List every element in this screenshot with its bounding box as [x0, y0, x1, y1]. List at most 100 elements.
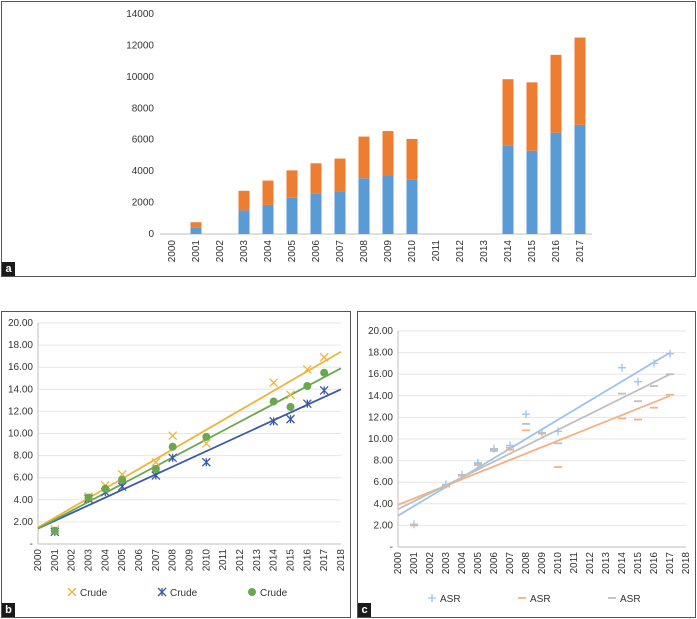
bar-m-2008 — [358, 178, 370, 234]
x-tick-label: 2016 — [551, 240, 562, 263]
data-point-series-1 — [522, 410, 530, 419]
x-tick-label: 2014 — [503, 240, 514, 263]
stacked-bar-chart: 0 2000 4000 6000 8000 10000 12000 14000 2000 2001… — [126, 9, 592, 263]
bar-m-2014 — [502, 145, 514, 234]
bar-f-2017 — [574, 37, 586, 125]
x-tick-label: 2018 — [681, 552, 692, 575]
y-tick-label: 6.00 — [14, 473, 34, 484]
legend-label-3: Crude — [260, 588, 288, 599]
panel-c-asr-chart: - 2.00 4.00 6.00 8.00 10.00 12.00 14.00 16.00 18.… — [357, 311, 696, 618]
y-tick-label: 4.00 — [374, 499, 394, 510]
x-tick-label: 2002 — [425, 552, 436, 575]
x-tick-label: 2001 — [50, 549, 61, 572]
bar-f-2008 — [358, 136, 370, 179]
data-point-series-2 — [319, 385, 329, 395]
x-tick-label: 2017 — [575, 240, 586, 263]
panel-a-label: a — [2, 262, 15, 276]
x-tick-label: 2001 — [191, 240, 202, 263]
x-tick-label: 2012 — [235, 549, 246, 572]
y-tick-label: 14000 — [126, 9, 154, 20]
x-tick-label: 2006 — [489, 552, 500, 575]
x-tick-label: 2003 — [441, 552, 452, 575]
x-tick-label: 2016 — [302, 549, 313, 572]
data-point-series-2 — [286, 414, 295, 424]
x-tick-label: 2000 — [393, 552, 404, 575]
bar-f-2015 — [526, 82, 538, 151]
bar-m-2016 — [550, 132, 562, 234]
bar-m-2006 — [310, 193, 322, 234]
x-tick-label: 2017 — [665, 552, 676, 575]
bar-f-2001 — [190, 222, 202, 228]
bar-m-2004 — [262, 204, 274, 234]
legend-marker-2 — [157, 587, 167, 597]
y-tick-label: 20.00 — [8, 318, 33, 329]
legend-label-3: ASR — [620, 594, 641, 605]
x-tick-label: 2007 — [335, 240, 346, 263]
bar-f-2007 — [334, 158, 346, 192]
x-tick-label: 2004 — [457, 552, 468, 575]
x-tick-label: 2010 — [407, 240, 418, 263]
x-tick-label: 2013 — [252, 549, 263, 572]
bar-f-2005 — [286, 170, 298, 198]
panel-b-crude-rate-chart: - 2.00 4.00 6.00 8.00 10.00 12.00 14.00 16.00 18.… — [1, 311, 351, 618]
panel-c-label: c — [358, 603, 371, 617]
x-tick-label: 2005 — [473, 552, 484, 575]
x-tick-label: 2015 — [527, 240, 538, 263]
x-tick-label: 2015 — [286, 549, 297, 572]
x-tick-label: 2001 — [409, 552, 420, 575]
bar-f-2014 — [502, 79, 514, 146]
y-tick-label: 10.00 — [368, 434, 393, 445]
data-point-series-1 — [201, 438, 211, 448]
data-point-series-3 — [168, 442, 177, 451]
x-tick-label: 2011 — [218, 549, 229, 571]
y-tick-label: 4000 — [132, 166, 155, 177]
x-tick-label: 2011 — [431, 240, 442, 262]
x-tick-label: 2011 — [569, 552, 580, 574]
bar-f-2009 — [382, 131, 394, 176]
bar-f-2006 — [310, 163, 322, 194]
y-tick-label: 14.00 — [368, 391, 393, 402]
y-tick-label: 2000 — [132, 198, 155, 209]
data-point-series-1 — [302, 364, 312, 374]
y-tick-label: 2.00 — [374, 520, 394, 531]
x-tick-label: 2014 — [617, 552, 628, 575]
data-point-series-3 — [118, 475, 127, 484]
x-tick-label: 2008 — [521, 552, 532, 575]
x-tick-label: 2015 — [633, 552, 644, 575]
data-point-series-1 — [168, 431, 178, 441]
bar-f-2003 — [238, 190, 250, 211]
x-tick-label: 2006 — [134, 549, 145, 572]
y-tick-label: 20.00 — [368, 326, 393, 337]
data-point-series-1 — [554, 427, 562, 436]
bar-m-2017 — [574, 124, 586, 234]
legend-label-2: ASR — [530, 594, 551, 605]
y-tick-label: 8.00 — [14, 451, 34, 462]
data-point-series-2 — [168, 453, 178, 463]
data-point-series-2 — [269, 416, 279, 426]
legend-marker-1 — [67, 587, 77, 597]
data-point-series-3 — [269, 397, 278, 406]
data-point-series-1 — [634, 377, 642, 386]
legend-marker-1 — [428, 594, 436, 602]
data-point-series-2 — [302, 399, 312, 409]
trend-line-3 — [37, 367, 342, 530]
x-tick-label: 2014 — [269, 549, 280, 572]
bar-f-2010 — [406, 138, 418, 180]
panel-a-bar-chart: 0 2000 4000 6000 8000 10000 12000 14000 2000 2001… — [1, 1, 696, 277]
bar-f-2004 — [262, 180, 274, 205]
panel-b-label: b — [2, 603, 15, 617]
y-tick-label: 6.00 — [374, 477, 394, 488]
legend-marker-3 — [248, 588, 256, 596]
x-tick-label: 2017 — [319, 549, 330, 572]
x-tick-label: 2003 — [239, 240, 250, 263]
x-tick-label: 2007 — [505, 552, 516, 575]
y-tick-label: 12.00 — [8, 406, 33, 417]
y-tick-label: 10.00 — [8, 429, 33, 440]
data-point-series-1 — [319, 352, 329, 362]
data-point-series-1 — [666, 349, 674, 358]
bar-m-2015 — [526, 150, 538, 234]
bar-m-2009 — [382, 175, 394, 234]
y-tick-label: 14.00 — [8, 384, 33, 395]
y-tick-label: 0 — [148, 229, 154, 240]
